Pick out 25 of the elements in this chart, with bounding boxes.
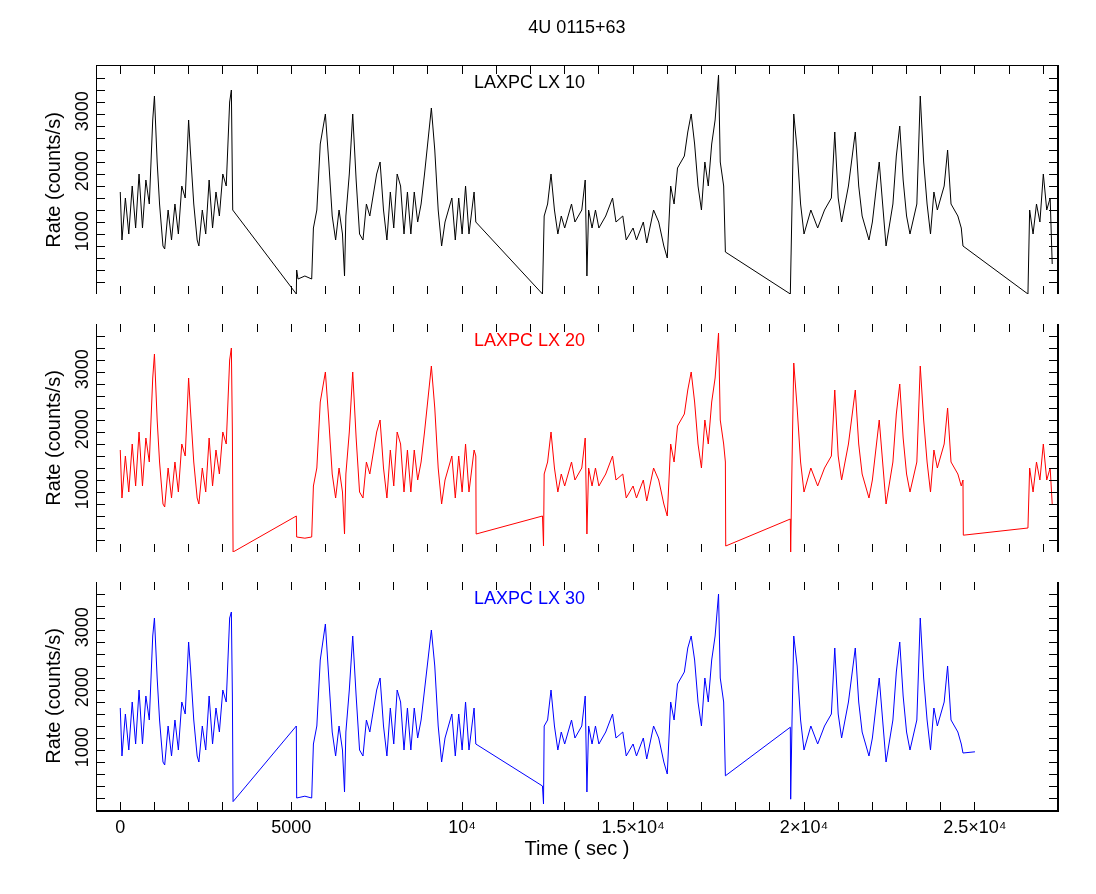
x-axis-title: Time ( sec ): [524, 837, 630, 860]
y-axis-title: Rate (counts/s): [42, 112, 65, 248]
y-tick-label: 2000: [72, 151, 93, 192]
x-tick-label: 10⁴: [448, 817, 477, 838]
y-tick-label: 1000: [72, 211, 93, 252]
y-tick-label: 1000: [72, 727, 93, 768]
y-axis-title: Rate (counts/s): [42, 370, 65, 506]
x-tick-label: 5000: [271, 817, 312, 838]
x-tick-label: 0: [115, 817, 126, 838]
y-tick-label: 2000: [72, 409, 93, 450]
text: LAXPC LX 20: [474, 330, 586, 350]
x-tick-label: 2.5×10⁴: [943, 817, 1007, 838]
y-tick-label: 3000: [72, 349, 93, 390]
x-tick-label: 1.5×10⁴: [601, 817, 665, 838]
y-axis-title: Rate (counts/s): [42, 628, 65, 764]
y-tick-label: 1000: [72, 469, 93, 510]
x-tick-label: 2×10⁴: [779, 817, 829, 838]
text: LAXPC LX 30: [474, 588, 586, 608]
legend-label: LAXPC LX 10: [474, 72, 586, 92]
y-tick-label: 3000: [72, 607, 93, 648]
line-series: [119, 332, 1053, 552]
chart-title: 4U 0115+63: [528, 17, 626, 38]
y-tick-label: 2000: [72, 667, 93, 708]
y-tick-label: 3000: [72, 91, 93, 132]
line-series: [119, 593, 976, 805]
